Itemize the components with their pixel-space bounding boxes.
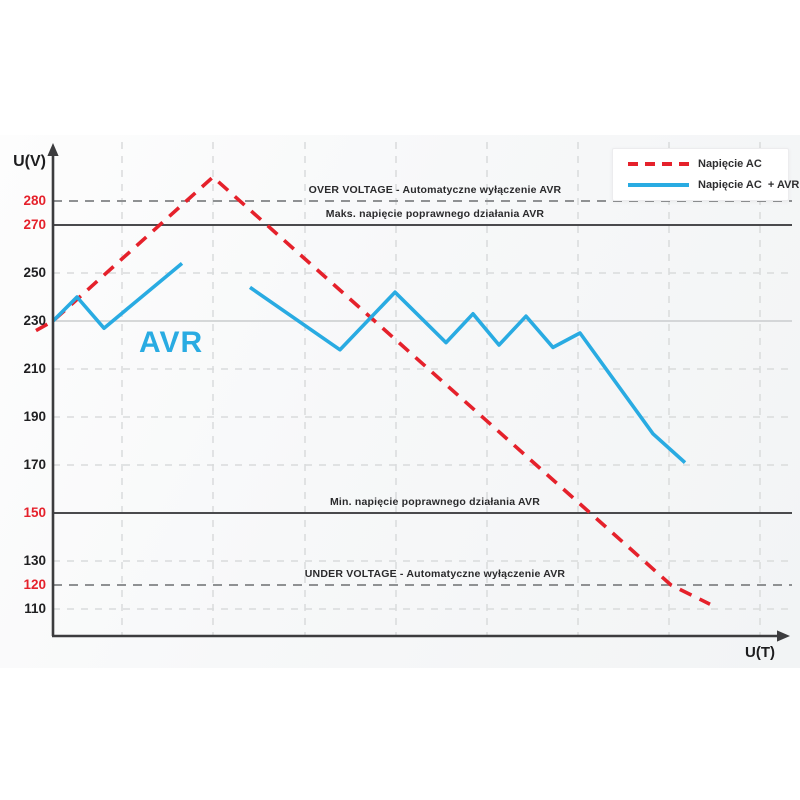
y-tick-280: 280 [23,193,46,208]
y-tick-130: 130 [23,553,46,568]
y-axis-title: U(V) [13,153,46,170]
y-tick-230: 230 [23,313,46,328]
x-axis-arrow-icon [777,630,790,642]
y-tick-250: 250 [23,265,46,280]
series-napiecie-ac [35,175,711,606]
y-tick-150: 150 [23,505,46,520]
legend-item-napiecie-ac: Napięcie AC [628,158,788,170]
reference-label-120v: UNDER VOLTAGE - Automatyczne wyłączenie … [304,568,566,580]
y-axis-arrow-icon [47,143,59,156]
y-tick-190: 190 [23,409,46,424]
reference-label-280v: OVER VOLTAGE - Automatyczne wyłączenie A… [308,184,562,196]
y-tick-120: 120 [23,577,46,592]
y-tick-270: 270 [23,217,46,232]
blue-solid-line-sample-icon [628,183,689,187]
legend-label: Napięcie AC [698,158,762,170]
reference-label-150v: Min. napięcie poprawnego działania AVR [329,496,541,508]
y-tick-170: 170 [23,457,46,472]
x-axis-title: U(T) [745,644,775,661]
series-napiecie-ac-avr [51,262,184,331]
y-tick-210: 210 [23,361,46,376]
red-dashed-line-sample-icon [628,162,689,166]
avr-watermark-label: AVR [139,326,204,359]
y-tick-110: 110 [24,601,46,616]
legend-item-napiecie-ac-avr: Napięcie AC + AVR [628,179,799,191]
legend: Napięcie AC Napięcie AC + AVR [612,148,799,201]
legend-label: Napięcie AC + AVR [698,179,800,191]
reference-label-270v: Maks. napięcie poprawnego działania AVR [325,208,545,220]
series-napiecie-ac-avr [248,285,687,464]
